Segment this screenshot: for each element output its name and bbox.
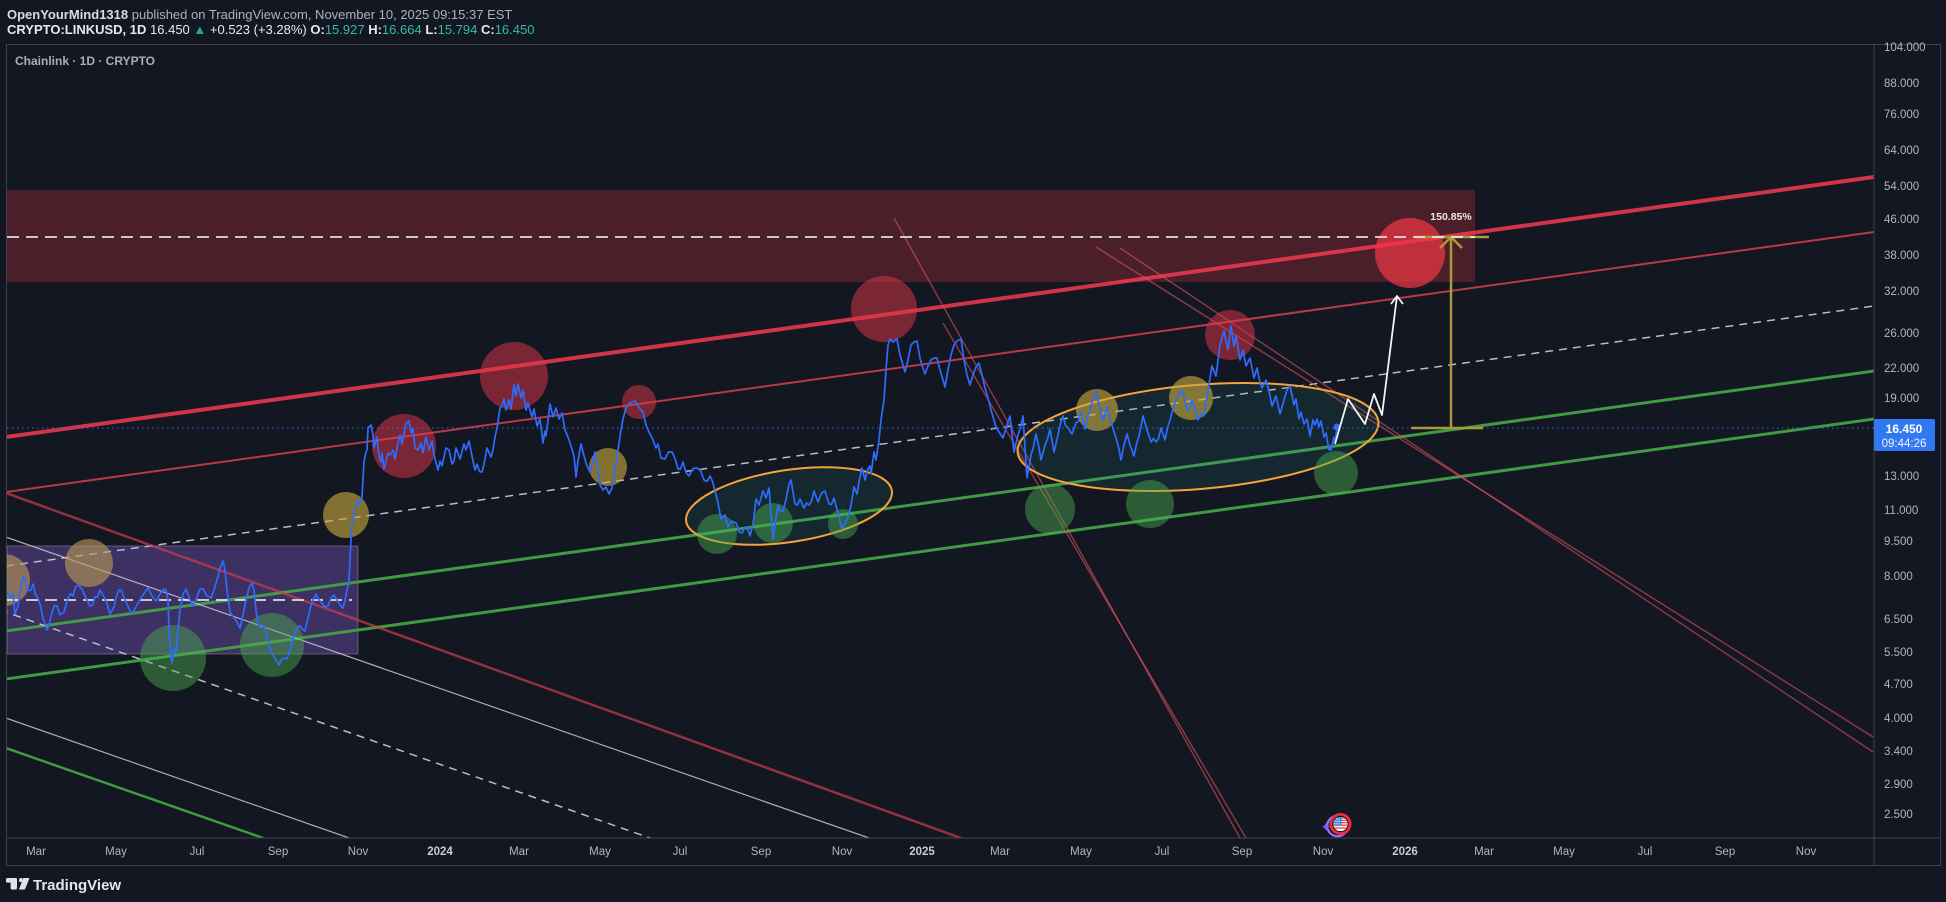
svg-text:6.500: 6.500 (1884, 614, 1913, 626)
svg-text:13.000: 13.000 (1884, 471, 1919, 483)
svg-text:11.000: 11.000 (1884, 505, 1918, 517)
svg-text:19.000: 19.000 (1884, 393, 1919, 405)
svg-text:46.000: 46.000 (1884, 214, 1919, 226)
svg-text:Mar: Mar (1474, 846, 1494, 858)
svg-text:Sep: Sep (1715, 846, 1735, 858)
svg-text:3.400: 3.400 (1884, 746, 1913, 758)
svg-text:2.500: 2.500 (1884, 809, 1913, 821)
svg-text:2024: 2024 (427, 846, 453, 858)
svg-text:76.000: 76.000 (1884, 109, 1919, 121)
svg-text:May: May (1553, 846, 1575, 858)
svg-text:TradingView: TradingView (33, 877, 121, 894)
svg-text:May: May (105, 846, 127, 858)
svg-text:Mar: Mar (990, 846, 1010, 858)
svg-text:22.000: 22.000 (1884, 363, 1919, 375)
svg-text:9.500: 9.500 (1884, 536, 1913, 548)
svg-text:150.85%: 150.85% (1430, 211, 1472, 223)
svg-text:09:44:26: 09:44:26 (1882, 438, 1927, 450)
svg-text:8.000: 8.000 (1884, 571, 1913, 583)
svg-text:54.000: 54.000 (1884, 181, 1919, 193)
svg-text:26.000: 26.000 (1884, 328, 1919, 340)
svg-text:2026: 2026 (1392, 846, 1418, 858)
svg-text:Jul: Jul (1155, 846, 1170, 858)
svg-text:Mar: Mar (26, 846, 46, 858)
svg-text:2025: 2025 (909, 846, 935, 858)
svg-text:May: May (1070, 846, 1092, 858)
svg-text:2.900: 2.900 (1884, 779, 1913, 791)
svg-text:Sep: Sep (268, 846, 288, 858)
svg-text:4.000: 4.000 (1884, 713, 1913, 725)
svg-text:Nov: Nov (1796, 846, 1817, 858)
svg-text:32.000: 32.000 (1884, 286, 1919, 298)
svg-text:Sep: Sep (1232, 846, 1252, 858)
svg-text:104.000: 104.000 (1884, 42, 1926, 54)
svg-text:4.700: 4.700 (1884, 679, 1913, 691)
svg-text:Mar: Mar (509, 846, 529, 858)
svg-text:88.000: 88.000 (1884, 78, 1919, 90)
svg-text:Sep: Sep (751, 846, 771, 858)
svg-text:Jul: Jul (1638, 846, 1653, 858)
svg-text:Nov: Nov (832, 846, 853, 858)
svg-text:Nov: Nov (1313, 846, 1334, 858)
svg-text:OpenYourMind1318 published on: OpenYourMind1318 published on TradingVie… (7, 7, 512, 22)
svg-text:Jul: Jul (673, 846, 688, 858)
svg-text:Nov: Nov (348, 846, 369, 858)
svg-text:Chainlink · 1D · CRYPTO: Chainlink · 1D · CRYPTO (15, 54, 155, 68)
svg-text:64.000: 64.000 (1884, 145, 1919, 157)
svg-text:CRYPTO:LINKUSD, 1D 16.450 ▲ +: CRYPTO:LINKUSD, 1D 16.450 ▲ +0.523 (+3.2… (7, 22, 534, 37)
svg-text:38.000: 38.000 (1884, 250, 1919, 262)
svg-text:May: May (589, 846, 611, 858)
svg-text:Jul: Jul (190, 846, 205, 858)
svg-text:5.500: 5.500 (1884, 647, 1913, 659)
svg-text:16.450: 16.450 (1886, 422, 1923, 436)
